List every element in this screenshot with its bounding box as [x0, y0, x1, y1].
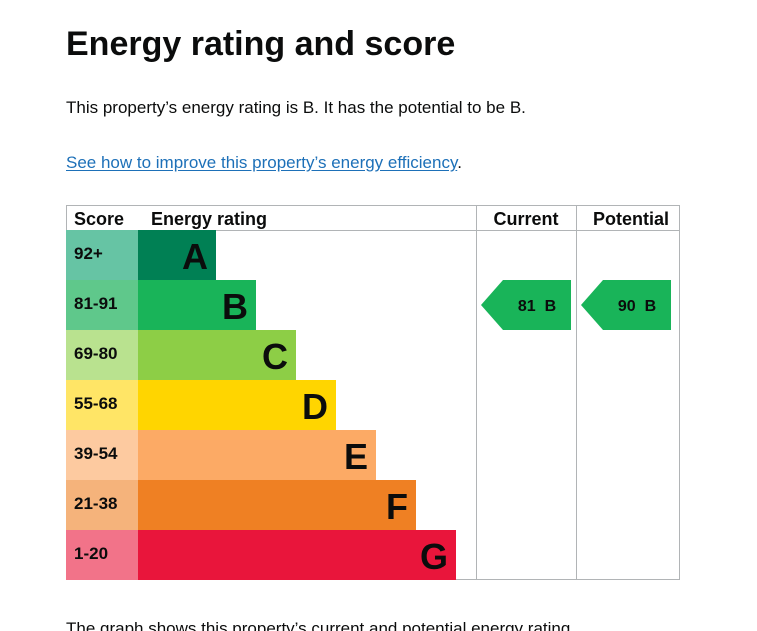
- current-rating-label: 81 B: [518, 298, 556, 315]
- score-cell-a: [66, 230, 138, 280]
- score-cell-c: [66, 330, 138, 380]
- score-label-f: 21-38: [74, 494, 117, 513]
- band-letter-f: F: [386, 486, 408, 527]
- graph-description: The graph shows this property’s current …: [66, 619, 576, 631]
- improve-energy-link[interactable]: See how to improve this property’s energ…: [66, 153, 458, 172]
- chart-headers: Score Energy rating Current Potential: [74, 209, 669, 229]
- score-label-a: 92+: [74, 244, 103, 263]
- header-score: Score: [74, 209, 124, 229]
- band-bar-a: [138, 230, 216, 280]
- header-energy-rating: Energy rating: [151, 209, 267, 229]
- improve-suffix: .: [457, 153, 462, 172]
- band-letter-b: B: [222, 286, 248, 327]
- potential-rating-label: 90 B: [618, 298, 656, 315]
- band-bar-f: [138, 480, 416, 530]
- score-cell-d: [66, 380, 138, 430]
- score-label-e: 39-54: [74, 444, 118, 463]
- current-arrow: [481, 280, 571, 330]
- score-cell-g: [66, 530, 138, 580]
- band-letter-a: A: [182, 236, 208, 277]
- band-bar-d: [138, 380, 336, 430]
- band-letter-g: G: [420, 536, 448, 577]
- score-label-b: 81-91: [74, 294, 117, 313]
- band-letter-c: C: [262, 336, 288, 377]
- score-cell-b: [66, 280, 138, 330]
- score-label-c: 69-80: [74, 344, 117, 363]
- band-bar-g: [138, 530, 456, 580]
- potential-arrow: [581, 280, 671, 330]
- band-letter-d: D: [302, 386, 328, 427]
- rating-summary: This property’s energy rating is B. It h…: [66, 98, 526, 117]
- header-potential: Potential: [593, 209, 669, 229]
- improve-paragraph: See how to improve this property’s energ…: [66, 151, 462, 175]
- score-cell-e: [66, 430, 138, 480]
- band-bar-c: [138, 330, 296, 380]
- score-cell-f: [66, 480, 138, 530]
- page-title: Energy rating and score: [66, 25, 456, 63]
- band-bar-b: [138, 280, 256, 330]
- chart-bands: 92+ A 81-91 B 69-80 C 55-68 D 39-54 E 21-38 F 1-20 G: [66, 230, 456, 580]
- score-label-g: 1-20: [74, 544, 108, 563]
- score-label-d: 55-68: [74, 394, 117, 413]
- chart-arrows: 81 B 90 B: [481, 280, 671, 330]
- band-letter-e: E: [344, 436, 368, 477]
- header-current: Current: [493, 209, 558, 229]
- band-bar-e: [138, 430, 376, 480]
